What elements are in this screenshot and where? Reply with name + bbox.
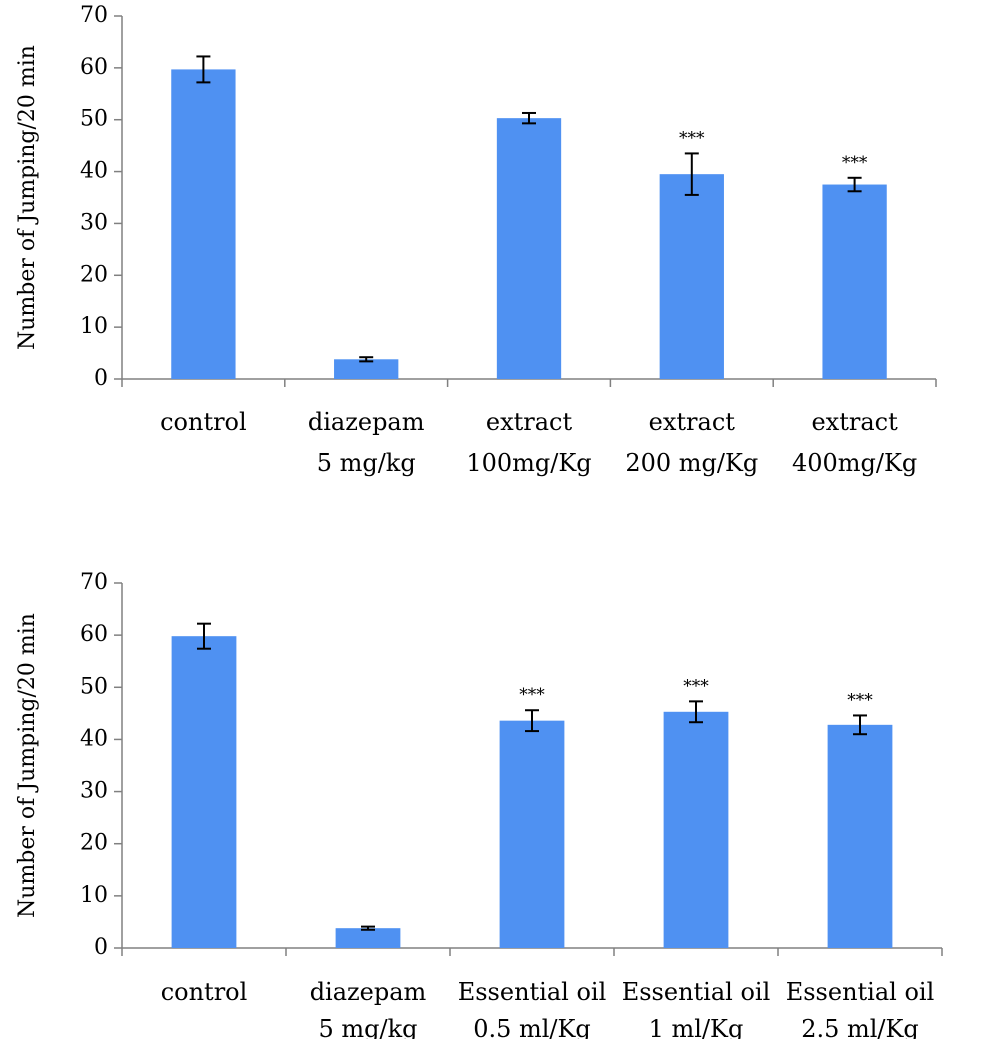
bar: [822, 184, 887, 379]
category-label: 200 mg/Kg: [625, 449, 758, 477]
bar: [335, 928, 401, 948]
category-label: Essential oil: [622, 978, 771, 1006]
category-label: 5 mg/kg: [318, 1015, 417, 1039]
y-tick-label: 50: [80, 107, 108, 132]
y-tick-label: 30: [80, 779, 108, 804]
category-label: 2.5 ml/Kg: [801, 1015, 919, 1039]
bar: [334, 359, 399, 379]
y-tick-label: 10: [80, 314, 108, 339]
bar: [827, 724, 893, 948]
category-label: Essential oil: [458, 978, 607, 1006]
category-label: 1 ml/Kg: [649, 1015, 744, 1039]
chart-1: Number of Jumping/20 min 0 10 20 30 40 50 60 70 c…: [15, 3, 937, 477]
category-label: 100mg/Kg: [466, 449, 591, 477]
y-tick-label: 60: [80, 622, 108, 647]
significance-label: ***: [683, 676, 709, 696]
category-label: diazepam: [310, 978, 427, 1006]
bar: [663, 711, 729, 948]
y-axis-title: Number of Jumping/20 min: [15, 45, 40, 350]
category-label: 400mg/Kg: [792, 449, 917, 477]
significance-label: ***: [847, 690, 873, 710]
y-axis-title: Number of Jumping/20 min: [15, 613, 40, 918]
significance-label: ***: [519, 685, 545, 705]
y-tick-label: 0: [94, 366, 108, 391]
category-label: Essential oil: [786, 978, 935, 1006]
category-label: 5 mg/kg: [317, 449, 416, 477]
y-tick-label: 60: [80, 55, 108, 80]
chart-2: Number of Jumping/20 min 0 10 20 30 40 50 60 70 c…: [15, 570, 943, 1039]
category-label: extract: [486, 408, 573, 436]
bar: [171, 636, 237, 948]
category-label: control: [160, 408, 247, 436]
category-label: extract: [649, 408, 736, 436]
y-tick-label: 70: [80, 570, 108, 595]
bar: [499, 720, 565, 948]
significance-label: ***: [679, 128, 705, 148]
category-label: extract: [811, 408, 898, 436]
y-tick-label: 50: [80, 674, 108, 699]
y-tick-label: 40: [80, 726, 108, 751]
y-tick-label: 30: [80, 210, 108, 235]
category-label: control: [161, 978, 248, 1006]
y-tick-label: 0: [94, 935, 108, 960]
bar: [496, 118, 562, 379]
significance-label: ***: [842, 153, 868, 173]
category-label: diazepam: [308, 408, 425, 436]
bar: [171, 69, 236, 380]
y-tick-label: 40: [80, 159, 108, 184]
y-tick-label: 20: [80, 831, 108, 856]
y-tick-label: 70: [80, 3, 108, 28]
bar: [659, 174, 724, 379]
y-tick-label: 20: [80, 262, 108, 287]
category-label: 0.5 ml/Kg: [473, 1015, 591, 1039]
y-tick-label: 10: [80, 883, 108, 908]
